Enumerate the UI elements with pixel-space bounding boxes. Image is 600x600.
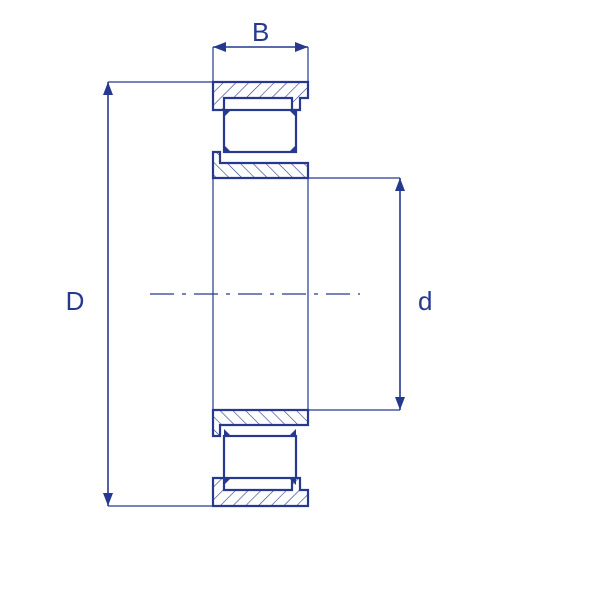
arrowhead: [395, 178, 405, 191]
outer-ring: [213, 82, 308, 110]
arrowhead: [395, 397, 405, 410]
roller: [224, 110, 296, 152]
arrowhead: [213, 42, 226, 52]
roller-corner-mark: [289, 429, 296, 436]
roller-corner-mark: [224, 429, 231, 436]
bearing-diagram: Dd B: [0, 0, 600, 600]
inner-ring: [213, 152, 308, 178]
arrowhead: [103, 493, 113, 506]
roller: [224, 436, 296, 478]
arrowhead: [103, 82, 113, 95]
label-d: d: [418, 286, 432, 316]
label-D: D: [66, 286, 85, 316]
label-B: B: [252, 17, 269, 47]
arrowhead: [295, 42, 308, 52]
